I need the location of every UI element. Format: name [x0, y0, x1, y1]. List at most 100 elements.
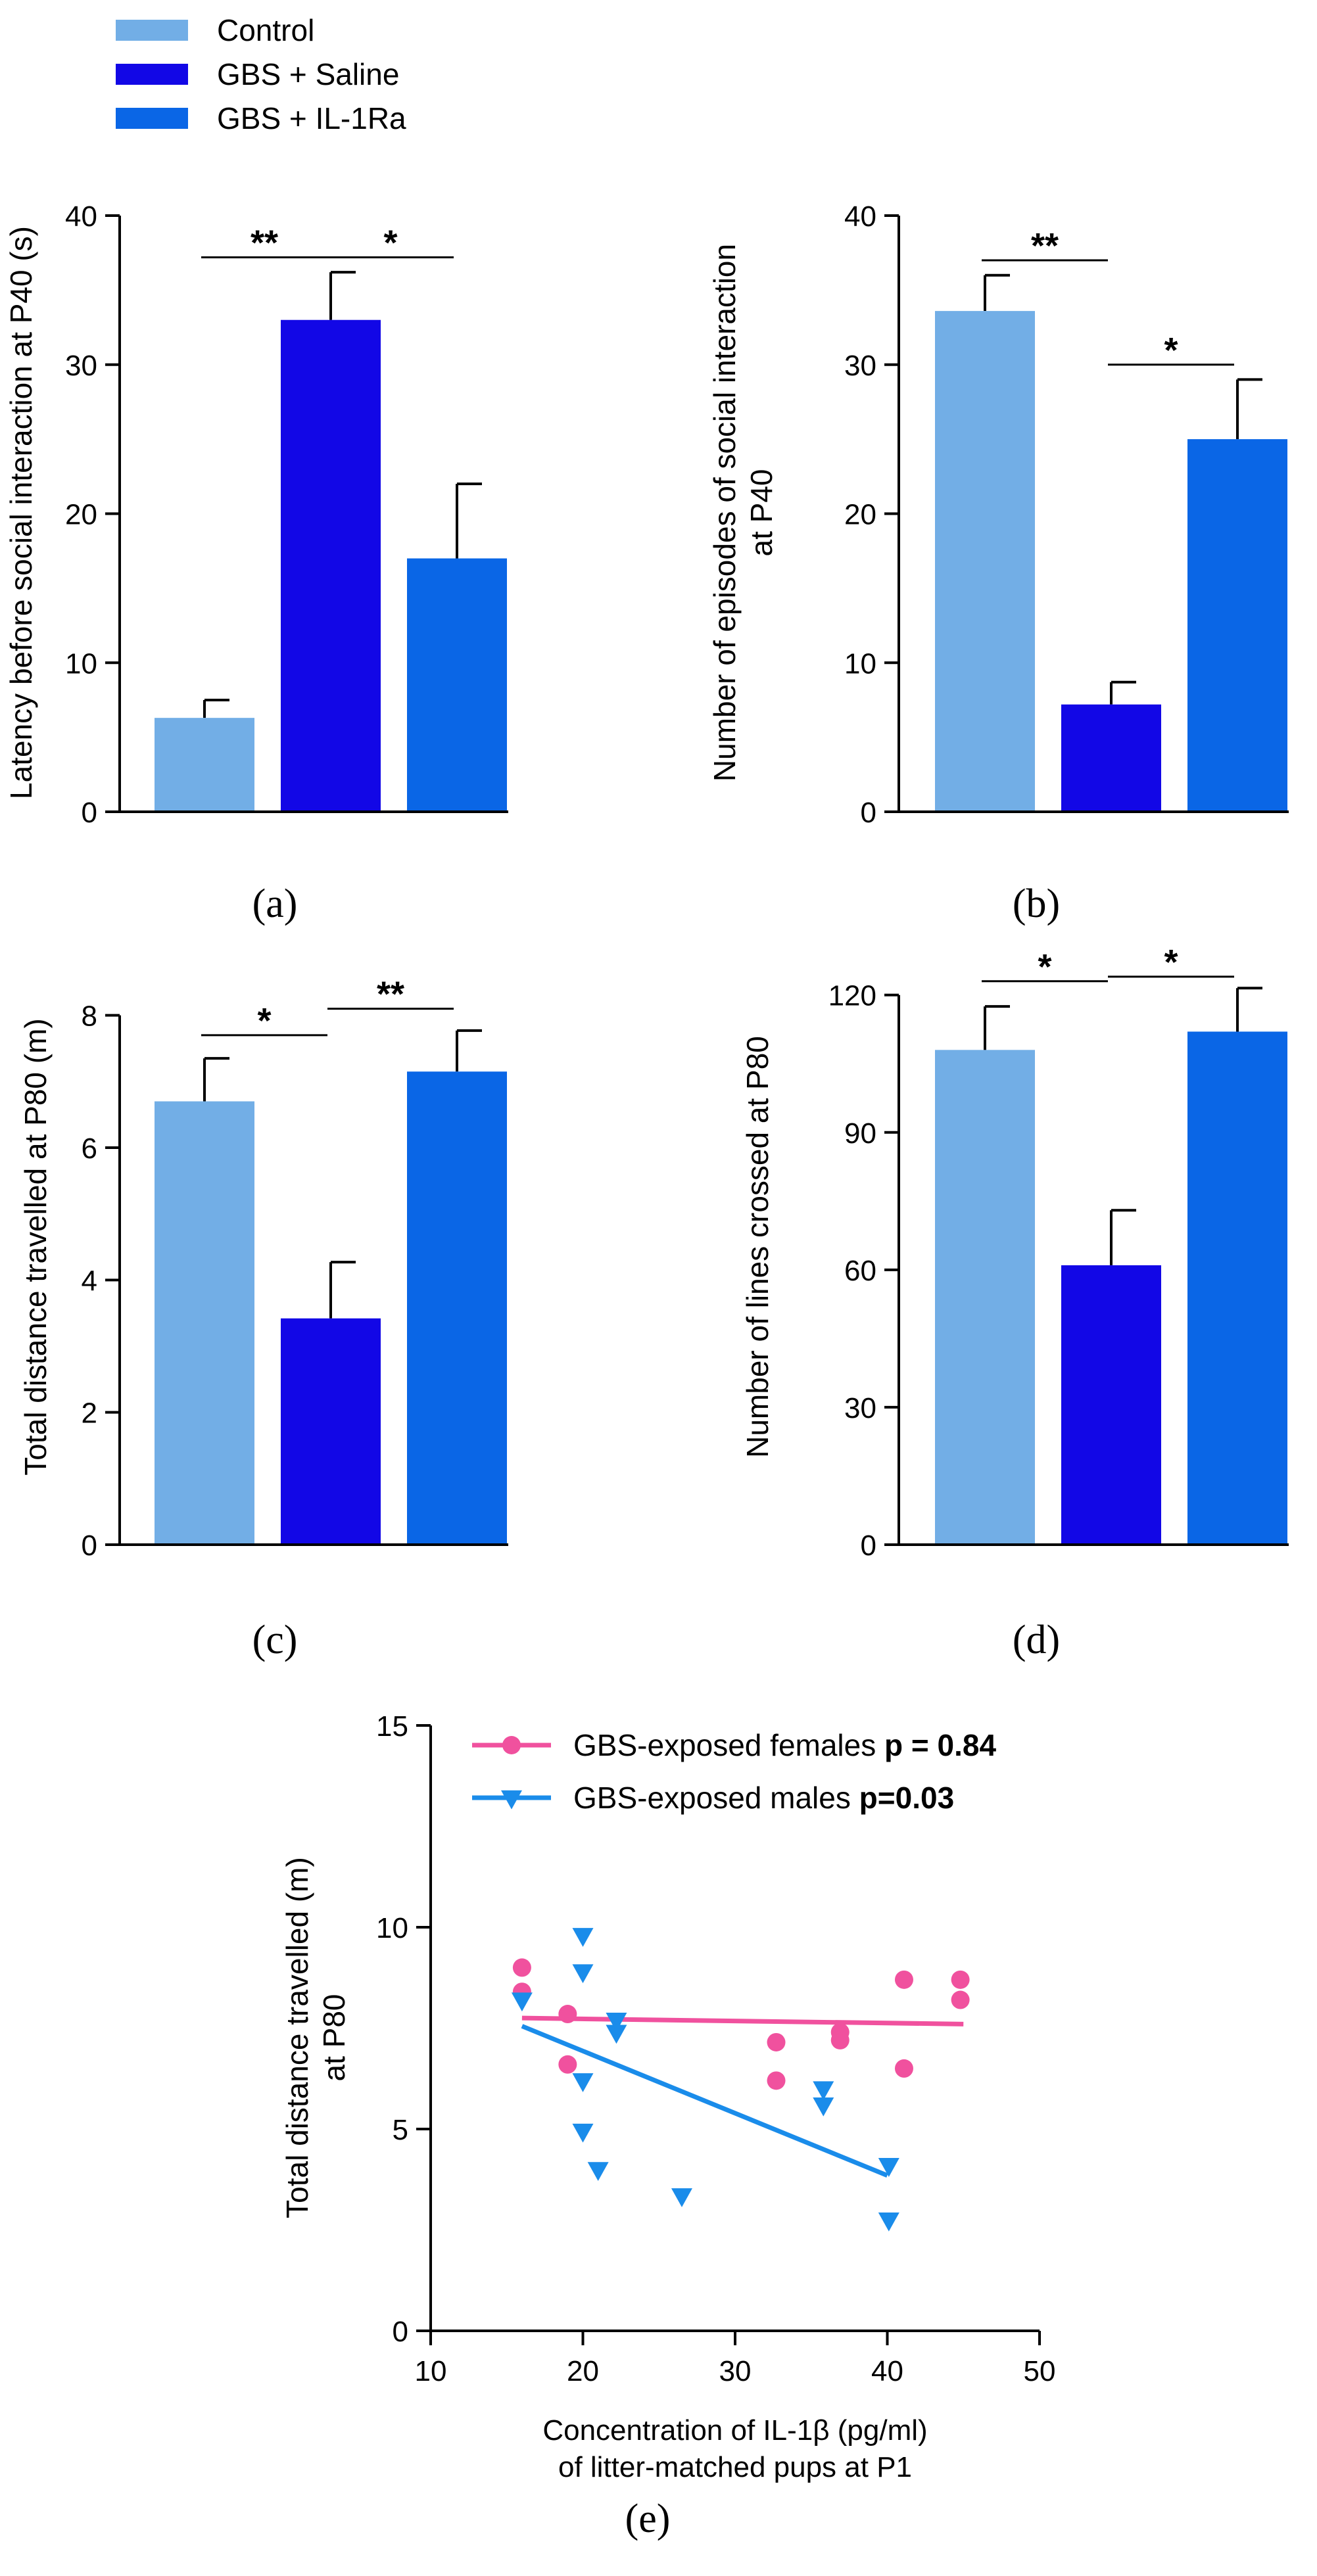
bar — [281, 1318, 381, 1545]
y-tick-label: 10 — [65, 647, 97, 680]
y-axis-label: at P80 — [317, 1994, 351, 2082]
data-point — [878, 2158, 899, 2177]
significance-label: * — [257, 1001, 271, 1041]
bar — [155, 1101, 254, 1545]
data-point — [951, 1990, 970, 2009]
data-point — [558, 2005, 577, 2024]
bar-legend: Control GBS + Saline GBS + IL-1Ra — [116, 13, 406, 135]
regression-line — [521, 2015, 964, 2026]
legend-label: GBS-exposed females p = 0.84 — [573, 1728, 996, 1762]
legend-label-control: Control — [217, 13, 314, 47]
x-tick-label: 10 — [415, 2355, 447, 2387]
significance-label: ** — [377, 975, 404, 1014]
bar — [407, 558, 507, 812]
significance-label: * — [1164, 331, 1178, 370]
y-axis-label: Total distance travelled (m) — [280, 1857, 314, 2218]
panel-label-c: (c) — [252, 1618, 298, 1662]
y-tick-label: 20 — [65, 499, 97, 531]
bar — [1187, 1031, 1287, 1545]
data-point — [813, 2097, 834, 2117]
y-tick-label: 0 — [393, 2316, 408, 2348]
y-tick-label: 15 — [376, 1710, 408, 1743]
x-axis-label: of litter-matched pups at P1 — [558, 2451, 912, 2483]
x-tick-label: 20 — [567, 2355, 599, 2387]
bar — [281, 319, 381, 812]
x-tick-label: 50 — [1024, 2355, 1056, 2387]
y-axis-label: Total distance travelled at P80 (m) — [18, 1018, 53, 1475]
legend-label: GBS-exposed males p=0.03 — [573, 1781, 954, 1815]
y-tick-label: 6 — [82, 1133, 97, 1165]
y-tick-label: 10 — [844, 647, 876, 680]
bar — [935, 1050, 1035, 1545]
y-tick-label: 4 — [82, 1265, 97, 1297]
data-point — [606, 2025, 627, 2044]
significance-label: * — [383, 223, 397, 262]
data-point — [511, 1992, 533, 2012]
legend-swatch-saline — [116, 64, 188, 85]
panel-label-b: (b) — [1013, 881, 1060, 926]
bar — [1061, 1265, 1161, 1545]
data-point — [572, 2123, 594, 2143]
data-point — [894, 2059, 913, 2078]
y-tick-label: 120 — [828, 980, 876, 1012]
y-tick-label: 20 — [844, 499, 876, 531]
x-tick-label: 30 — [719, 2355, 752, 2387]
y-tick-label: 30 — [65, 350, 97, 382]
y-tick-label: 0 — [861, 1530, 876, 1562]
bar-chart-lines-crossed: 0 30 60 90 120 * * Number of lines crossed at P… — [740, 943, 1289, 1562]
legend-p-value: p = 0.84 — [884, 1728, 996, 1762]
significance-label: ** — [1031, 226, 1059, 266]
legend-p-value: p=0.03 — [859, 1781, 955, 1815]
legend-marker — [502, 1736, 521, 1754]
data-point — [572, 1964, 594, 1984]
data-point — [767, 2032, 786, 2051]
y-tick-label: 8 — [82, 1000, 97, 1033]
y-tick-label: 40 — [65, 200, 97, 233]
y-tick-label: 40 — [844, 200, 876, 233]
bar — [155, 718, 254, 812]
legend-swatch-il1ra — [116, 108, 188, 129]
regression-line — [521, 2024, 888, 2178]
legend-label-il1ra: GBS + IL-1Ra — [217, 101, 406, 135]
y-axis-label: Number of lines crossed at P80 — [740, 1036, 775, 1458]
bar — [1061, 704, 1161, 812]
y-tick-label: 60 — [844, 1255, 876, 1287]
panel-label-d: (d) — [1013, 1618, 1060, 1662]
x-tick-label: 40 — [871, 2355, 903, 2387]
significance-label: * — [1164, 943, 1178, 982]
data-point — [813, 2081, 834, 2101]
data-point — [767, 2071, 786, 2090]
panel-label-a: (a) — [252, 881, 298, 926]
data-point — [671, 2188, 692, 2207]
legend-series-name: GBS-exposed females — [573, 1728, 884, 1762]
data-point — [558, 2055, 577, 2074]
significance-label: * — [1038, 947, 1051, 987]
scatter-chart-il1b: 0 5 10 15 10 20 30 40 50 GBS-exposed females p = … — [280, 1710, 1055, 2483]
data-point — [572, 1928, 594, 1947]
bar — [935, 311, 1035, 812]
x-axis-label: Concentration of IL-1β (pg/ml) — [542, 2414, 927, 2447]
legend-label-saline: GBS + Saline — [217, 57, 399, 91]
data-point — [587, 2162, 609, 2181]
data-point — [606, 2013, 627, 2032]
data-point — [512, 1958, 531, 1977]
y-tick-label: 0 — [861, 797, 876, 829]
significance-label: ** — [251, 223, 278, 262]
y-tick-label: 0 — [82, 797, 97, 829]
data-point — [830, 2030, 850, 2049]
y-axis-label: Number of episodes of social interaction — [707, 244, 742, 782]
data-point — [894, 1970, 913, 1989]
data-point — [878, 2212, 899, 2232]
legend-marker — [501, 1790, 522, 1810]
y-tick-label: 10 — [376, 1912, 408, 1944]
y-axis-label: Latency before social interaction at P40… — [4, 226, 38, 799]
bar — [407, 1071, 507, 1545]
legend-series-name: GBS-exposed males — [573, 1781, 859, 1815]
legend-swatch-control — [116, 20, 188, 41]
data-point — [951, 1970, 970, 1989]
y-tick-label: 30 — [844, 350, 876, 382]
